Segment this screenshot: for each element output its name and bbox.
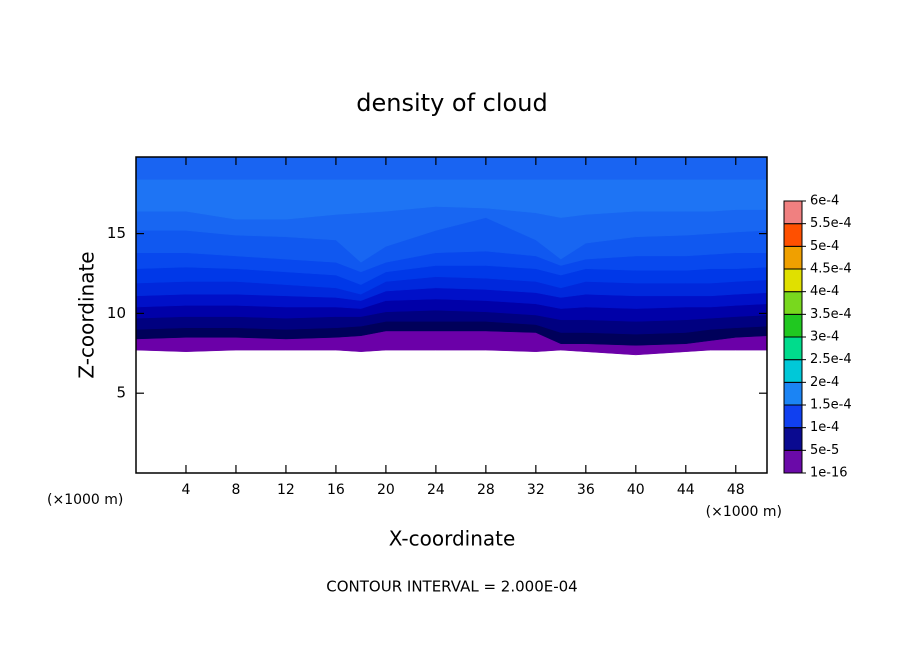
colorbar-box — [783, 291, 803, 315]
x-tick-label: 36 — [577, 482, 595, 498]
y-tick-label: 15 — [107, 224, 126, 242]
colorbar-label: 6e-4 — [810, 194, 839, 209]
x-tick-label: 44 — [677, 482, 695, 498]
x-unit-label: (×1000 m) — [47, 492, 123, 508]
x-tick-label: 12 — [277, 482, 295, 498]
colorbar-label: 1.5e-4 — [810, 398, 852, 413]
colorbar-box — [783, 313, 803, 338]
x-tick-label: 32 — [527, 482, 545, 498]
x-axis-label: X-coordinate — [389, 527, 516, 551]
colorbar-label: 5.5e-4 — [810, 216, 852, 231]
colorbar-box — [783, 404, 803, 429]
y-tick-label: 5 — [116, 384, 126, 402]
colorbar-label: 3.5e-4 — [810, 307, 852, 322]
x-tick-label: 28 — [477, 482, 495, 498]
plot-area — [136, 157, 767, 356]
colorbar-label: 1e-16 — [810, 466, 848, 481]
x-unit-label: (×1000 m) — [706, 504, 782, 520]
colorbar-label: 2.5e-4 — [810, 352, 852, 367]
x-tick-label: 4 — [182, 482, 191, 498]
colorbar-label: 5e-5 — [810, 443, 839, 458]
y-tick-label: 10 — [107, 304, 126, 322]
plot-frame — [135, 156, 768, 474]
chart-title: density of cloud — [356, 89, 547, 117]
colorbar-box — [783, 381, 803, 406]
x-tick-label: 8 — [231, 482, 240, 498]
x-tick-label: 48 — [727, 482, 745, 498]
colorbar-label: 4e-4 — [810, 284, 839, 299]
colorbar-label: 5e-4 — [810, 239, 839, 254]
footer-note: CONTOUR INTERVAL = 2.000E-04 — [326, 578, 577, 596]
x-tick-label: 40 — [627, 482, 645, 498]
colorbar-box — [783, 427, 803, 451]
colorbar-box — [783, 200, 803, 225]
colorbar-box — [783, 268, 803, 293]
colorbar-label: 2e-4 — [810, 375, 839, 390]
contour-band — [136, 157, 767, 180]
x-tick-label: 24 — [427, 482, 445, 498]
colorbar-box — [783, 223, 803, 247]
colorbar-label: 3e-4 — [810, 330, 839, 345]
colorbar-label: 1e-4 — [810, 420, 839, 435]
x-tick-label: 16 — [327, 482, 345, 498]
colorbar-box — [783, 245, 803, 270]
x-tick-label: 20 — [377, 482, 395, 498]
colorbar-box — [783, 449, 803, 474]
colorbar-box — [783, 359, 803, 383]
colorbar-label: 4.5e-4 — [810, 262, 852, 277]
colorbar-box — [783, 336, 803, 361]
y-axis-label: Z-coordinate — [75, 251, 99, 378]
